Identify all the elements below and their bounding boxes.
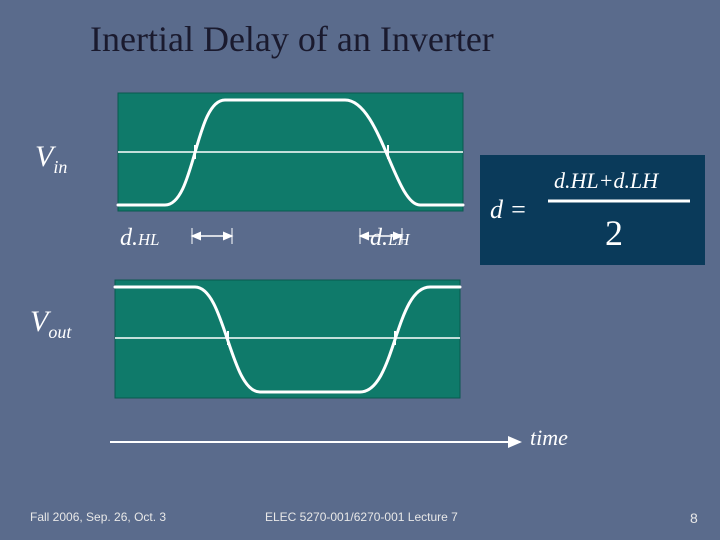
vin-v: V — [35, 140, 53, 173]
footer-center: ELEC 5270-001/6270-001 Lecture 7 — [265, 510, 458, 524]
formula-numerator: d.HL+d.LH — [554, 168, 658, 194]
diagram-canvas — [0, 0, 720, 540]
formula-d-eq: d = — [490, 195, 527, 225]
dhl-sub: HL — [138, 230, 159, 249]
formula-denominator: 2 — [605, 212, 623, 254]
time-label: time — [530, 425, 568, 451]
dlh-sub: LH — [388, 230, 409, 249]
dhl-label: d.HL — [120, 225, 159, 252]
vout-sub: out — [48, 322, 71, 342]
dhl-d: d. — [120, 225, 138, 251]
footer-right: 8 — [690, 510, 698, 526]
vin-sub: in — [53, 157, 67, 177]
slide: Inertial Delay of an Inverter Vin Vout d… — [0, 0, 720, 540]
footer-left: Fall 2006, Sep. 26, Oct. 3 — [30, 510, 166, 524]
dlh-d: d. — [370, 225, 388, 251]
vin-label: Vin — [35, 140, 67, 178]
dlh-label: d.LH — [370, 225, 409, 252]
vout-label: Vout — [30, 305, 71, 343]
vout-v: V — [30, 305, 48, 338]
